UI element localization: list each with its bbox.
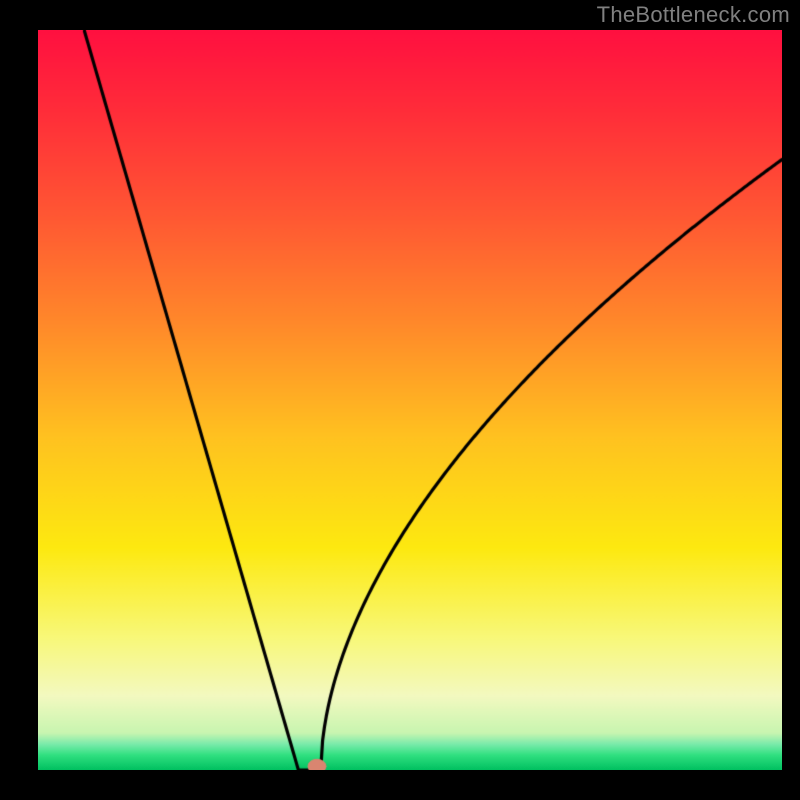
plot-canvas <box>38 30 782 770</box>
stage: TheBottleneck.com <box>0 0 800 800</box>
watermark-text: TheBottleneck.com <box>597 2 790 28</box>
plot-area <box>38 30 782 770</box>
